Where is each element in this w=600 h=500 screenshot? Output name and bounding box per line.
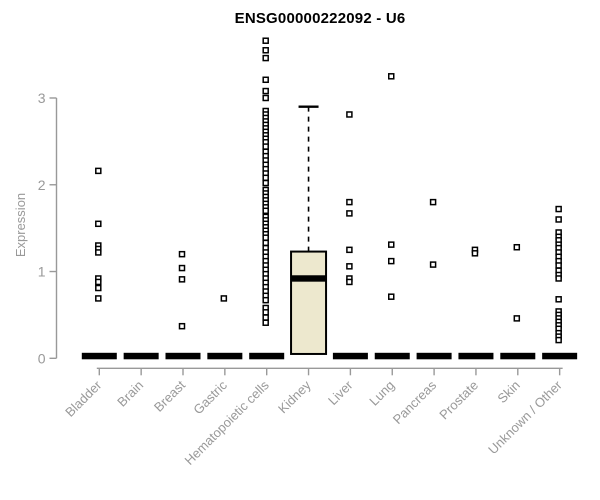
y-tick-label: 1 xyxy=(38,264,46,280)
x-tick-label: Pancreas xyxy=(390,377,440,427)
data-point xyxy=(95,284,102,292)
data-point xyxy=(555,216,562,223)
data-point xyxy=(471,250,479,257)
data-point xyxy=(262,174,269,182)
data-point xyxy=(178,322,186,330)
x-tick-label: Prostate xyxy=(436,378,481,423)
zero-median-bar xyxy=(249,352,285,360)
x-tick-label: Kidney xyxy=(275,377,314,416)
data-point xyxy=(95,278,102,286)
zero-median-bar xyxy=(500,352,536,360)
data-point xyxy=(262,143,269,150)
x-tick-label: Breast xyxy=(151,377,188,414)
data-point xyxy=(262,296,269,304)
zero-median-bar xyxy=(207,352,243,360)
x-tick-label: Lung xyxy=(366,378,397,409)
data-point xyxy=(513,243,521,251)
data-point xyxy=(262,309,269,316)
data-point xyxy=(178,276,186,283)
data-point xyxy=(262,179,269,187)
data-point xyxy=(346,198,353,206)
data-point xyxy=(346,263,353,270)
x-tick-label: Gastric xyxy=(190,377,230,417)
data-point xyxy=(555,205,562,213)
data-point xyxy=(262,76,269,84)
data-point xyxy=(388,241,395,248)
y-tick-label: 3 xyxy=(38,90,46,106)
data-point xyxy=(262,319,269,326)
data-point xyxy=(220,295,228,302)
x-tick-label: Brain xyxy=(114,378,146,410)
data-point xyxy=(178,264,186,272)
data-point xyxy=(262,94,269,102)
data-point xyxy=(262,314,269,321)
chart-title: ENSG00000222092 - U6 xyxy=(234,10,406,27)
data-point xyxy=(262,54,269,62)
y-tick-label: 2 xyxy=(38,177,46,193)
data-point xyxy=(429,198,437,206)
x-tick-label: Bladder xyxy=(62,377,105,420)
data-point xyxy=(262,207,269,215)
y-tick-label: 0 xyxy=(38,350,46,366)
zero-median-bar xyxy=(458,352,494,360)
data-point xyxy=(388,73,395,80)
data-point xyxy=(95,167,102,175)
data-point xyxy=(262,47,269,54)
zero-median-bar xyxy=(123,352,159,360)
data-point xyxy=(262,239,269,247)
data-point xyxy=(388,293,395,300)
data-point xyxy=(555,336,562,344)
zero-median-bar xyxy=(542,352,578,360)
zero-median-bar xyxy=(332,352,368,360)
x-tick-label: Liver xyxy=(325,377,356,408)
data-point xyxy=(429,261,437,268)
data-point xyxy=(346,111,353,118)
data-point xyxy=(346,278,353,286)
data-point xyxy=(95,220,102,228)
data-point xyxy=(262,37,269,44)
x-tick-label: Unknown / Other xyxy=(485,377,565,457)
data-point xyxy=(178,250,186,258)
data-point xyxy=(555,275,562,282)
box-median-line xyxy=(291,275,327,282)
zero-median-bar xyxy=(81,352,117,360)
data-point xyxy=(346,210,353,217)
data-point xyxy=(95,295,102,302)
data-point xyxy=(262,234,269,241)
data-point xyxy=(388,257,395,265)
data-point xyxy=(346,246,353,254)
zero-median-bar xyxy=(416,352,452,360)
box xyxy=(290,250,328,355)
data-point xyxy=(555,262,562,269)
data-point xyxy=(555,296,562,303)
zero-median-bar xyxy=(165,352,201,360)
x-tick-label: Skin xyxy=(494,378,522,406)
data-point xyxy=(95,249,102,256)
zero-median-bar xyxy=(374,352,410,360)
data-point xyxy=(513,315,521,322)
data-point xyxy=(262,87,269,95)
